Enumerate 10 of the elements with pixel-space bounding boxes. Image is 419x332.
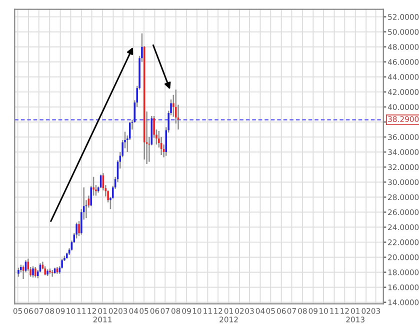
candlestick — [44, 266, 46, 276]
candlestick — [34, 266, 36, 278]
candlestick — [61, 258, 63, 270]
candlestick — [32, 266, 34, 278]
candlestick — [46, 268, 48, 277]
candlestick — [76, 222, 78, 240]
candlestick — [66, 252, 68, 260]
candlestick — [52, 269, 54, 278]
candlestick — [49, 268, 51, 274]
candlestick — [18, 267, 20, 278]
